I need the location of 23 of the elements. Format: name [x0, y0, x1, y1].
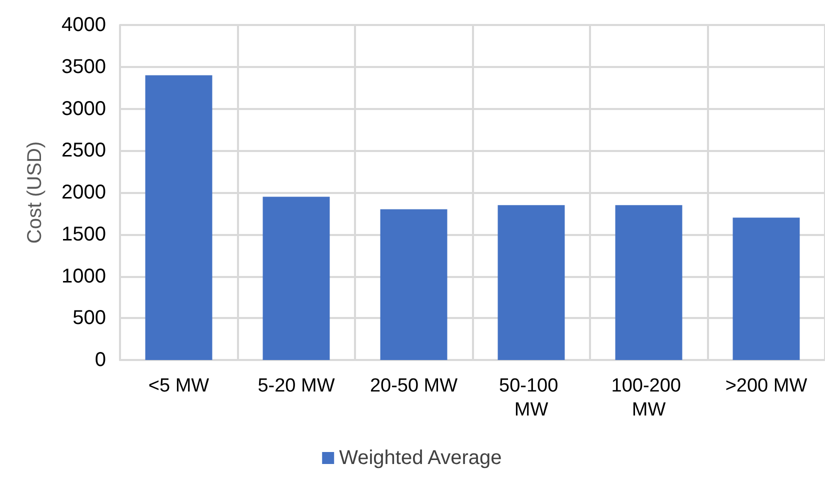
y-tick-label: 0 [94, 349, 106, 371]
x-tick-label: <5 MW [148, 376, 210, 396]
y-tick-label: 4000 [62, 14, 106, 36]
bar [145, 75, 212, 360]
legend-label: Weighted Average [339, 447, 502, 469]
y-tick-label: 1500 [62, 223, 106, 246]
x-tick-label: >200 MW [725, 376, 808, 396]
y-tick-label: 500 [72, 307, 106, 330]
x-tick-label: 50-100 MW [499, 376, 564, 420]
bar [262, 196, 330, 360]
y-tick-label: 2500 [62, 140, 106, 162]
y-tick-label: 1000 [62, 265, 106, 288]
y-tick-label: 3500 [62, 56, 106, 78]
bar [498, 205, 565, 360]
bar [615, 205, 682, 360]
x-tick-label: 20-50 MW [370, 376, 458, 396]
bar [380, 209, 448, 360]
x-tick-label: 5-20 MW [258, 376, 335, 396]
y-tick-label: 3000 [62, 98, 106, 120]
y-axis-title: Cost (USD) [24, 141, 46, 244]
x-tick-label: 100-200 MW [611, 376, 686, 420]
y-tick-label: 2000 [62, 182, 106, 204]
bar [732, 218, 800, 360]
